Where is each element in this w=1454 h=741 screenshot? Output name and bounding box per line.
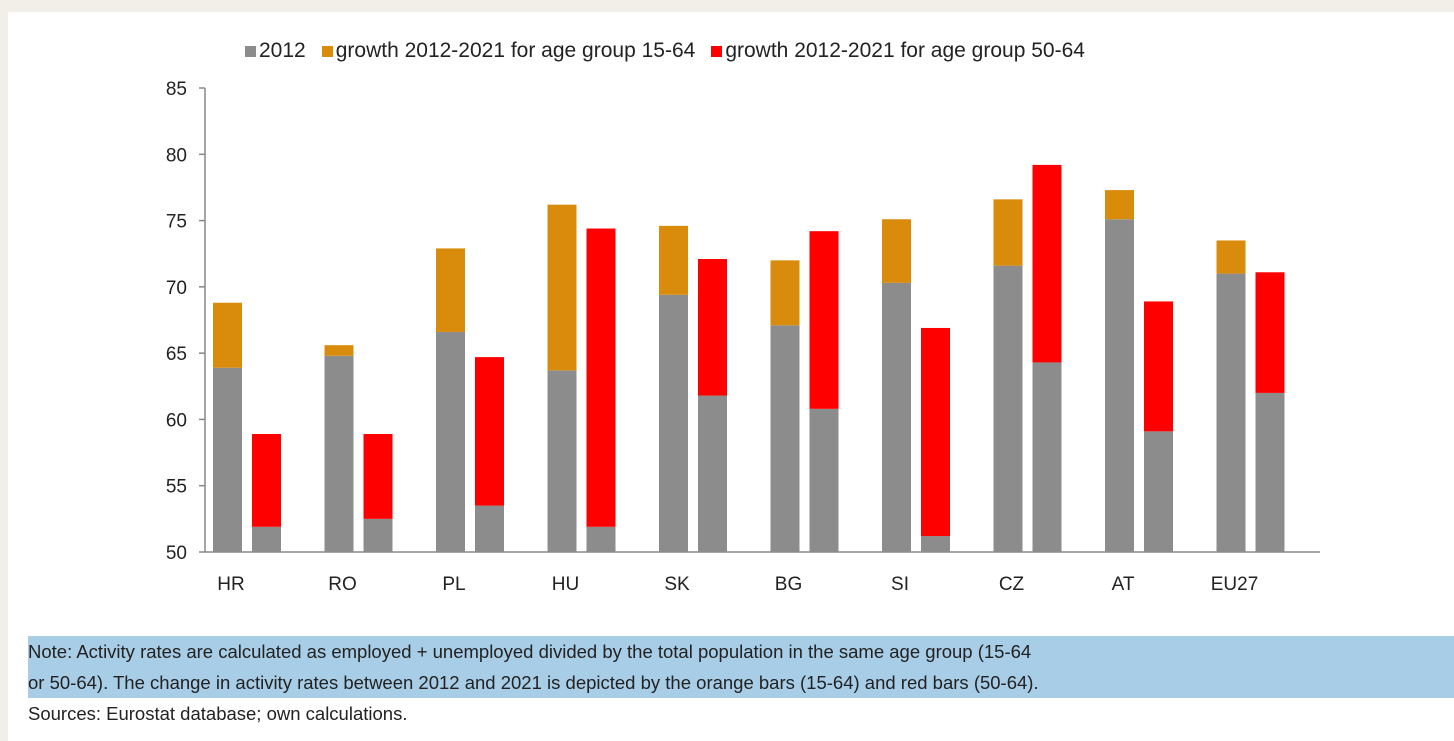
y-tick-label: 65 (166, 344, 187, 365)
y-tick-label: 75 (166, 212, 187, 233)
bar-growth-50-64 (586, 228, 616, 527)
bar-2012-50-64 (1032, 362, 1062, 552)
bar-2012-15-64 (993, 265, 1023, 552)
legend-label-growth-50-64: growth 2012-2021 for age group 50-64 (725, 39, 1085, 62)
bar-2012-50-64 (809, 408, 839, 552)
bar-growth-15-64 (324, 345, 354, 356)
legend-label-2012: 2012 (259, 39, 306, 62)
bar-growth-15-64 (436, 248, 465, 332)
bar-2012-15-64 (659, 294, 688, 552)
bar-growth-50-64 (921, 327, 950, 537)
bar-2012-50-64 (1255, 392, 1285, 552)
bar-2012-50-64 (252, 526, 281, 552)
bar-2012-15-64 (1105, 219, 1134, 552)
bar-2012-50-64 (586, 526, 616, 552)
bar-growth-15-64 (993, 199, 1023, 266)
bar-2012-50-64 (921, 536, 950, 552)
chart-legend: 2012 growth 2012-2021 for age group 15-6… (245, 38, 1101, 64)
bar-growth-15-64 (882, 219, 911, 283)
legend-item-2012: 2012 (245, 39, 306, 63)
bar-growth-50-64 (475, 357, 504, 506)
bar-growth-50-64 (698, 259, 727, 396)
y-tick-label: 55 (166, 477, 187, 498)
bar-2012-50-64 (698, 395, 727, 552)
note-line-1: Note: Activity rates are calculated as e… (28, 636, 1454, 667)
y-tick-label: 85 (166, 79, 187, 100)
bar-2012-15-64 (436, 331, 465, 552)
bar-chart: 50 55 60 65 70 75 80 85 HR RO PL HU SK BG SI CZ AT EU27 (166, 79, 1320, 595)
sources-line: Sources: Eurostat database; own calculat… (28, 703, 408, 724)
bar-2012-15-64 (324, 355, 354, 552)
bar-growth-15-64 (213, 302, 242, 368)
x-tick-label: PL (442, 574, 465, 595)
x-tick-label: HR (217, 574, 244, 595)
legend-swatch-growth-15-64 (321, 45, 333, 57)
chart-panel (8, 12, 1454, 741)
x-tick-label: BG (775, 574, 802, 595)
chart-note: Note: Activity rates are calculated as e… (28, 636, 1454, 729)
x-tick-label: RO (328, 574, 357, 595)
x-tick-label: HU (552, 574, 579, 595)
bar-growth-50-64 (809, 231, 839, 409)
bar-growth-50-64 (1255, 272, 1285, 393)
bar-growth-50-64 (363, 434, 393, 519)
bar-2012-50-64 (363, 518, 393, 552)
y-tick-label: 70 (166, 278, 187, 299)
y-tick-label: 80 (166, 145, 187, 166)
x-tick-label: AT (1112, 574, 1135, 595)
bar-2012-15-64 (213, 367, 242, 552)
y-tick-label: 60 (166, 410, 187, 431)
bar-growth-50-64 (252, 434, 281, 527)
note-line-2: or 50-64). The change in activity rates … (28, 667, 1454, 698)
bar-growth-15-64 (547, 204, 577, 371)
bar-2012-15-64 (882, 282, 911, 552)
x-tick-label: SI (891, 574, 909, 595)
bar-growth-15-64 (1216, 240, 1246, 274)
bar-2012-15-64 (1216, 273, 1246, 552)
legend-item-growth-50-64: growth 2012-2021 for age group 50-64 (711, 39, 1085, 63)
bar-2012-50-64 (1144, 431, 1173, 552)
x-tick-label: EU27 (1211, 574, 1259, 595)
bar-growth-15-64 (1105, 190, 1134, 220)
bar-2012-50-64 (475, 505, 504, 552)
legend-swatch-growth-50-64 (711, 45, 723, 57)
bar-growth-50-64 (1144, 301, 1173, 432)
bar-growth-15-64 (659, 225, 688, 295)
y-tick-label: 50 (166, 543, 187, 564)
x-tick-label: SK (664, 574, 690, 595)
bar-growth-50-64 (1032, 164, 1062, 363)
bar-2012-15-64 (770, 325, 800, 552)
x-tick-label: CZ (999, 574, 1025, 595)
legend-label-growth-15-64: growth 2012-2021 for age group 15-64 (335, 39, 696, 62)
bar-2012-15-64 (547, 370, 577, 552)
legend-swatch-2012 (245, 45, 256, 57)
legend-item-growth-15-64: growth 2012-2021 for age group 15-64 (321, 39, 696, 63)
bar-growth-15-64 (770, 260, 800, 326)
